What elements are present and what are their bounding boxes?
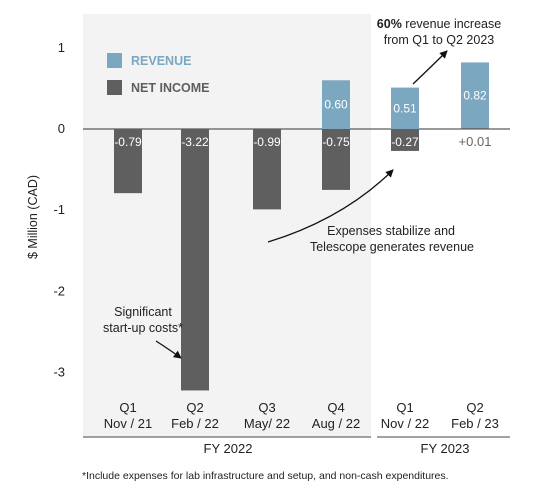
x-tick-quarter: Q1 bbox=[119, 400, 136, 415]
annotation-expenses-line2: Telescope generates revenue bbox=[310, 240, 474, 254]
legend-swatch-revenue bbox=[107, 53, 122, 68]
x-tick-date: Feb / 23 bbox=[451, 416, 499, 431]
annotation-startup-line1: Significant bbox=[114, 305, 172, 319]
legend: REVENUE NET INCOME bbox=[107, 53, 209, 95]
annotation-startup-line2: start-up costs* bbox=[103, 321, 183, 335]
net-income-bar-label: -0.79 bbox=[114, 135, 142, 149]
net-income-bar bbox=[114, 129, 142, 194]
legend-label-revenue: REVENUE bbox=[131, 54, 191, 68]
bars: 0.60 0.51 0.82 -0.79 -3.22 -0.99 -0.75 -0.27 +0.… bbox=[114, 62, 492, 391]
legend-label-net-income: NET INCOME bbox=[131, 81, 209, 95]
revenue-bar bbox=[461, 62, 489, 129]
y-tick-label: 0 bbox=[58, 121, 65, 136]
net-income-bar-label: -0.27 bbox=[391, 135, 419, 149]
fy2022-label: FY 2022 bbox=[204, 441, 253, 456]
annotation-expenses-arrow bbox=[267, 169, 394, 243]
annotation-expenses-stabilize: Expenses stabilize and Telescope generat… bbox=[267, 169, 474, 254]
revenue-bar-label: 0.60 bbox=[324, 98, 348, 112]
net-income-bar bbox=[253, 129, 281, 210]
x-tick-date: Nov / 22 bbox=[381, 416, 429, 431]
annotation-expenses-line1: Expenses stabilize and bbox=[327, 224, 455, 238]
net-income-bar-label: -3.22 bbox=[181, 135, 209, 149]
x-tick-quarter: Q2 bbox=[186, 400, 203, 415]
net-income-bar-label: -0.75 bbox=[322, 135, 350, 149]
footnote: *Include expenses for lab infrastructure… bbox=[82, 470, 449, 482]
annotation-revenue-increase-rest: revenue increase bbox=[402, 17, 501, 31]
revenue-bar-label: 0.82 bbox=[463, 89, 487, 103]
revenue-bar bbox=[391, 87, 419, 129]
y-tick-label: 1 bbox=[58, 40, 65, 55]
annotation-startup-costs: Significant start-up costs* bbox=[103, 305, 183, 359]
x-tick-date: Nov / 21 bbox=[104, 416, 152, 431]
net-income-bar-label: -0.99 bbox=[253, 135, 281, 149]
x-tick-date: May/ 22 bbox=[244, 416, 290, 431]
y-axis-title: $ Million (CAD) bbox=[26, 175, 40, 259]
net-income-bar-label: +0.01 bbox=[459, 134, 492, 149]
annotation-startup-arrow bbox=[155, 340, 182, 359]
x-tick-quarter: Q4 bbox=[327, 400, 344, 415]
annotation-revenue-increase-line1: 60% revenue increase bbox=[377, 17, 501, 31]
annotation-revenue-increase: 60% revenue increase from Q1 to Q2 2023 bbox=[377, 17, 501, 85]
net-income-bar bbox=[461, 128, 489, 130]
x-tick-quarter: Q2 bbox=[466, 400, 483, 415]
annotation-revenue-increase-bold: 60% bbox=[377, 17, 402, 31]
annotation-revenue-increase-arrow bbox=[412, 50, 448, 85]
net-income-bar bbox=[181, 129, 209, 391]
net-income-bar bbox=[391, 129, 419, 151]
x-tick-date: Feb / 22 bbox=[171, 416, 219, 431]
revenue-bar bbox=[322, 80, 350, 129]
fy2023-label: FY 2023 bbox=[421, 441, 470, 456]
x-tick-date: Aug / 22 bbox=[312, 416, 360, 431]
y-tick-label: -2 bbox=[53, 283, 65, 298]
fy-brackets: FY 2022 FY 2023 bbox=[83, 436, 510, 456]
y-axis: $ Million (CAD) 1 0 -1 -2 -3 bbox=[26, 40, 65, 380]
x-tick-quarter: Q3 bbox=[258, 400, 275, 415]
annotation-revenue-increase-line2: from Q1 to Q2 2023 bbox=[384, 33, 495, 47]
x-tick-quarter: Q1 bbox=[396, 400, 413, 415]
legend-swatch-net-income bbox=[107, 80, 122, 95]
y-tick-label: -1 bbox=[53, 202, 65, 217]
net-income-bar bbox=[322, 129, 350, 190]
revenue-bar-label: 0.51 bbox=[393, 101, 417, 115]
y-tick-label: -3 bbox=[53, 365, 65, 380]
